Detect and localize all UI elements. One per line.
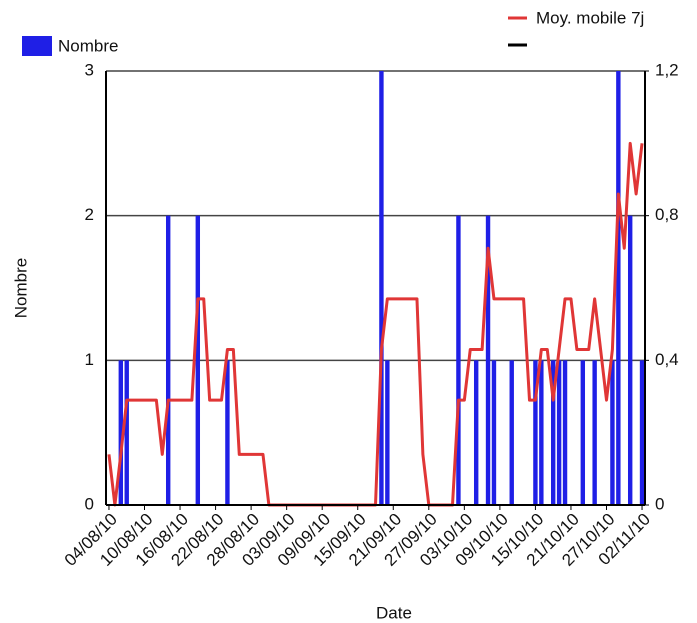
bar [195,215,201,505]
y-axis-title: Nombre [11,258,30,318]
y2-tick-label: 0,8 [655,205,679,224]
bar [491,360,497,505]
bar [639,360,645,505]
y-tick-label: 0 [85,494,94,513]
y2-tick-label: 0 [655,494,664,513]
bar [627,215,633,505]
bar [485,215,491,505]
bar [562,360,568,505]
bar [118,360,124,505]
bar [473,360,479,505]
y-tick-label: 2 [85,205,94,224]
y2-tick-label: 1,2 [655,60,679,79]
bar [610,360,615,505]
legend-label: Nombre [58,36,118,55]
bar [225,360,230,505]
legend-label: Moy. mobile 7j [536,8,644,27]
bar [165,215,171,505]
bar [592,360,597,505]
legend-swatch [22,36,52,56]
bar [580,360,586,505]
y-tick-label: 3 [85,60,94,79]
bar [379,71,384,505]
bar [124,360,129,505]
bar [616,71,621,505]
bar [556,360,562,505]
x-axis-title: Date [376,603,412,622]
bar [456,215,461,505]
bar [539,360,544,505]
bar [509,360,514,505]
line [107,141,644,507]
bar [550,360,556,505]
bar [385,360,390,505]
y-tick-label: 1 [85,350,94,369]
bar [533,360,538,505]
y2-tick-label: 0,4 [655,350,679,369]
